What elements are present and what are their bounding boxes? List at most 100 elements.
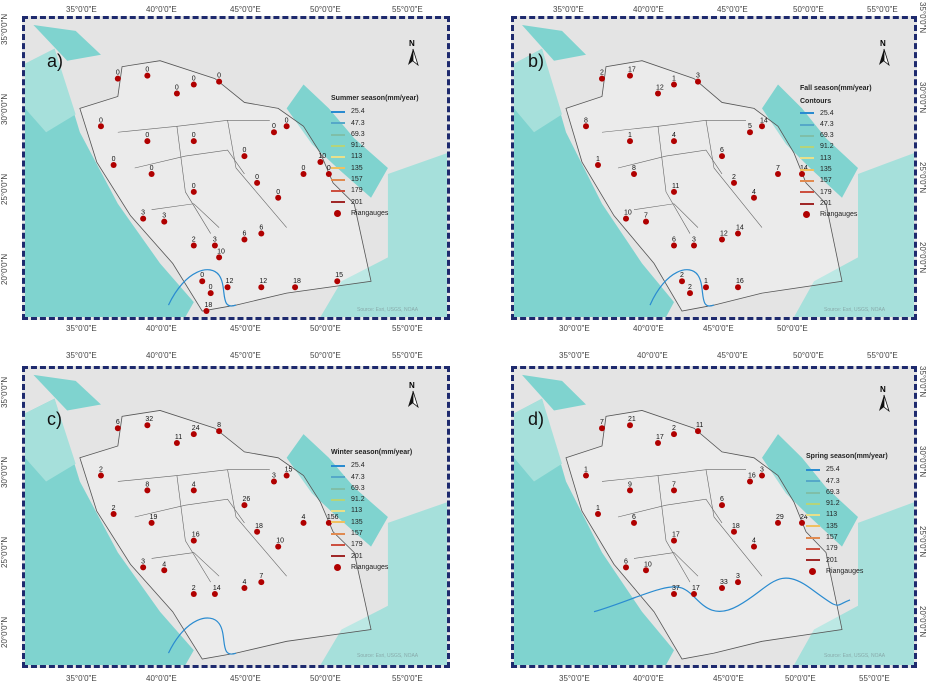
raingauge-value: 6 xyxy=(259,225,263,232)
raingauge-marker xyxy=(599,425,605,432)
raingauge-value: 1 xyxy=(596,156,600,163)
north-label: N xyxy=(880,39,886,48)
lon-tick: 35°0'0"E xyxy=(559,674,590,683)
raingauge-marker xyxy=(599,75,605,82)
raingauge-marker xyxy=(144,487,151,494)
panel-fall: 35°0'0"E 40°0'0"E 45°0'0"E 50°0'0"E 55°0… xyxy=(467,0,935,346)
legend-contour-label: 179 xyxy=(351,541,363,549)
raingauge-value: 8 xyxy=(632,165,636,172)
raingauge-marker xyxy=(283,472,290,479)
raingauge-value: 14 xyxy=(800,165,808,172)
map-credit: Source: Esri, USGS, NOAA xyxy=(824,653,886,659)
raingauge-value: 1 xyxy=(672,76,676,83)
raingauge-marker xyxy=(207,290,214,297)
raingauge-marker xyxy=(731,179,737,186)
raingauge-value: 16 xyxy=(748,472,756,479)
lon-tick: 50°0'0"E xyxy=(310,5,341,14)
raingauge-marker xyxy=(300,519,307,526)
legend-swatch xyxy=(331,510,345,513)
raingauge-marker xyxy=(623,564,629,571)
raingauge-marker xyxy=(140,564,147,571)
legend-swatch xyxy=(331,190,345,193)
raingauge-value: 0 xyxy=(242,147,246,154)
legend-contour-item: 135 xyxy=(331,517,412,528)
persian-gulf xyxy=(762,434,858,547)
legend-swatch xyxy=(800,191,814,194)
legend-contour-item: 135 xyxy=(806,521,888,532)
raingauge-value: 19 xyxy=(150,514,158,521)
raingauge-value: 4 xyxy=(302,514,306,521)
raingauge-value: 0 xyxy=(276,189,280,196)
raingauge-marker xyxy=(114,425,121,432)
legend-contour-item: 157 xyxy=(806,532,888,543)
legend-rows: 25.4 47.3 69.3 91.2 113 135 157 179 201 Riangauge… xyxy=(800,108,872,221)
raingauge-dot-icon xyxy=(809,568,816,576)
raingauge-value: 6 xyxy=(720,496,724,503)
raingauge-marker xyxy=(623,215,629,222)
lon-tick: 40°0'0"E xyxy=(146,5,177,14)
raingauge-value: 15 xyxy=(335,272,343,279)
legend: Fall season(mm/year) Contours 25.4 47.3 69… xyxy=(800,83,872,221)
legend-swatch xyxy=(800,146,814,149)
legend-contour-label: 201 xyxy=(826,556,838,564)
legend-contour-item: 179 xyxy=(331,185,419,196)
lon-tick: 35°0'0"E xyxy=(66,5,97,14)
region-boundary xyxy=(151,552,220,577)
raingauge-marker xyxy=(190,431,197,438)
raingauge-marker xyxy=(671,590,677,597)
legend-contour-item: 113 xyxy=(800,153,872,164)
legend-contour-item: 179 xyxy=(806,543,888,554)
raingauge-value: 29 xyxy=(776,514,784,521)
raingauge-value: 7 xyxy=(776,165,780,172)
lon-tick: 40°0'0"E xyxy=(633,5,664,14)
legend-swatch xyxy=(800,168,814,171)
region-boundary xyxy=(227,469,287,577)
legend-contour-item: 25.4 xyxy=(331,460,412,471)
legend-raingauge-label: Riangauges xyxy=(351,563,389,571)
raingauge-value: 0 xyxy=(112,156,116,163)
legend-contour-item: 69.3 xyxy=(331,483,412,494)
raingauge-value: 11 xyxy=(696,422,703,429)
legend-contour-item: 47.3 xyxy=(806,476,888,487)
raingauge-value: 0 xyxy=(285,117,289,124)
lon-tick: 45°0'0"E xyxy=(717,351,748,360)
raingauge-marker xyxy=(325,519,332,526)
legend-swatch xyxy=(806,525,820,528)
legend: Spring season(mm/year) 25.4 47.3 69.3 91.2 1… xyxy=(806,451,888,577)
north-arrow-icon: N xyxy=(405,381,421,409)
country-boundary xyxy=(79,410,372,660)
lon-tick: 45°0'0"E xyxy=(717,5,748,14)
mediterranean-sea xyxy=(522,374,586,411)
raingauge-marker xyxy=(97,123,104,130)
legend-contour-label: 91.2 xyxy=(820,143,834,151)
north-label: N xyxy=(409,39,415,48)
raingauge-marker xyxy=(211,242,218,249)
raingauge-marker xyxy=(190,138,197,145)
lon-tick: 35°0'0"E xyxy=(66,674,97,683)
legend-raingauge-label: Riangauges xyxy=(351,209,389,217)
raingauge-marker xyxy=(671,242,677,249)
legend-swatch xyxy=(331,532,345,535)
raingauge-value: 18 xyxy=(255,523,263,530)
raingauge-value: 4 xyxy=(752,538,756,545)
raingauge-marker xyxy=(224,284,231,291)
raingauge-marker xyxy=(671,537,677,544)
raingauge-marker xyxy=(241,236,248,243)
raingauge-marker xyxy=(161,218,168,225)
raingauge-marker xyxy=(759,472,765,479)
legend-swatch xyxy=(331,167,345,170)
raingauge-marker xyxy=(203,308,210,315)
raingauge-marker xyxy=(595,511,601,518)
raingauge-value: 0 xyxy=(192,76,196,83)
raingauge-value: 11 xyxy=(672,183,679,190)
legend-contour-item: 91.2 xyxy=(331,140,419,151)
north-arrow-icon: N xyxy=(876,385,892,413)
legend-contour-item: 25.4 xyxy=(806,464,888,475)
raingauge-value: 3 xyxy=(692,236,696,243)
raingauge-value: 10 xyxy=(318,153,326,160)
raingauge-value: 12 xyxy=(226,278,234,285)
legend-contour-label: 113 xyxy=(826,511,838,519)
legend-contour-item: 201 xyxy=(800,198,872,209)
lat-tick: 30°0'0"N xyxy=(918,446,927,478)
raingauge-value: 3 xyxy=(760,467,764,474)
